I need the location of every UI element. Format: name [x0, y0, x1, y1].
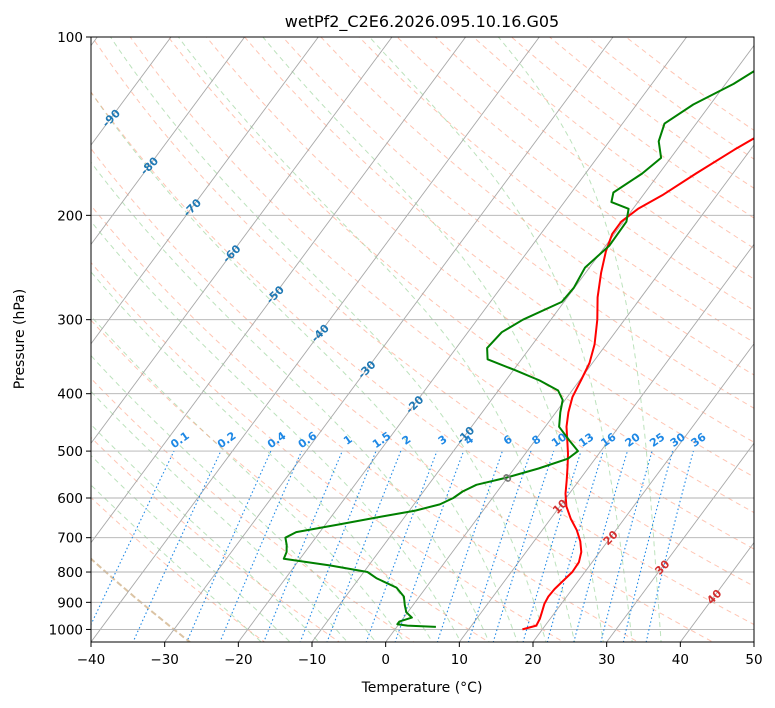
- mixing-ratio-line: [600, 450, 653, 642]
- mixing-ratio-line: [546, 450, 604, 642]
- plot-area: 0.10.20.40.611.52346810131620253036-100-…: [91, 37, 754, 642]
- dry-adiabat-line: [244, 37, 754, 443]
- mixing-ratio-line: [573, 450, 628, 642]
- y-tick-label: 100: [57, 30, 83, 46]
- dry-adiabat-line: [282, 37, 754, 409]
- moist-adiabat-line: [91, 161, 490, 642]
- moist-adiabat-line: [177, 37, 576, 642]
- y-tick-label: 1000: [49, 622, 83, 638]
- isotherm-line: [91, 37, 246, 246]
- pressure-grid-lines: [91, 37, 754, 630]
- mixing-ratio-line: [186, 450, 272, 642]
- moist-adiabat-line: [91, 354, 377, 642]
- isotherm-line: [164, 37, 614, 642]
- moist-adiabat-line: [91, 315, 405, 642]
- mixing-ratio-line: [622, 450, 674, 642]
- moist-adiabat-line: [91, 390, 348, 642]
- x-tick-label: 30: [598, 652, 615, 668]
- y-tick-label: 800: [57, 565, 83, 581]
- isotherm-line: [458, 243, 754, 642]
- dry-adiabat-line: [91, 557, 192, 642]
- dry-adiabat-line: [91, 261, 565, 642]
- y-tick-label: 500: [57, 444, 83, 460]
- temperature-line: [522, 137, 754, 631]
- isotherm-lines: [91, 37, 754, 642]
- isotherm-line: [385, 144, 754, 642]
- isotherm-line: [679, 541, 754, 642]
- y-tick-label: 300: [57, 313, 83, 329]
- dewpoint-line: [282, 69, 754, 628]
- mixing-ratio-line: [436, 450, 503, 642]
- isotherm-line: [91, 37, 172, 146]
- isotherm-line: [91, 37, 319, 345]
- dry-adiabat-line: [167, 37, 754, 514]
- mixing-ratio-line: [645, 450, 694, 642]
- y-tick-label: 700: [57, 531, 83, 547]
- moist-adiabat-line: [91, 271, 434, 642]
- plot-frame: [90, 36, 755, 643]
- x-tick-label: −40: [77, 652, 106, 668]
- chart-title: wetPf2_C2E6.2026.095.10.16.G05: [285, 12, 559, 32]
- isotherm-line: [606, 442, 754, 642]
- dry-adiabat-line: [320, 37, 754, 376]
- y-axis-label: Pressure (hPa): [12, 289, 28, 389]
- x-tick-label: 40: [672, 652, 689, 668]
- isotherm-line: [91, 37, 393, 444]
- isotherm-line: [311, 44, 754, 642]
- dry-adiabat-line: [91, 204, 640, 642]
- mixing-ratio-lines: [91, 450, 694, 642]
- moist-adiabat-line: [91, 91, 519, 642]
- mixing-ratio-line: [394, 450, 465, 642]
- x-tick-label: −20: [224, 652, 253, 668]
- mixing-ratio-line: [522, 450, 582, 642]
- x-tick-label: 20: [524, 652, 541, 668]
- x-tick-label: −10: [298, 652, 327, 668]
- mixing-ratio-line: [219, 450, 303, 642]
- isotherm-line: [91, 37, 467, 544]
- x-tick-label: 10: [451, 652, 468, 668]
- x-tick-label: −30: [150, 652, 179, 668]
- y-tick-label: 200: [57, 208, 83, 224]
- y-tick-label: 400: [57, 387, 83, 403]
- x-axis-label: Temperature (°C): [361, 680, 483, 696]
- sounding-series: [282, 69, 754, 631]
- isotherm-line: [91, 37, 540, 642]
- isotherm-line: [237, 37, 688, 642]
- axes: −40 −30 −20 −10 0 10 20 30 40 50 100 200 300 400 500 60…: [49, 30, 763, 668]
- x-tick-label: 0: [381, 652, 390, 668]
- mixing-ratio-line: [91, 450, 175, 626]
- x-tick-label: 50: [745, 652, 762, 668]
- y-tick-label: 600: [57, 491, 83, 507]
- dry-adiabat-line: [358, 37, 754, 343]
- mixing-ratio-line: [263, 450, 343, 642]
- moist-adiabat-line: [497, 37, 662, 642]
- moist-adiabat-line: [91, 423, 320, 642]
- y-tick-label: 900: [57, 595, 83, 611]
- isotherm-line: [532, 343, 754, 642]
